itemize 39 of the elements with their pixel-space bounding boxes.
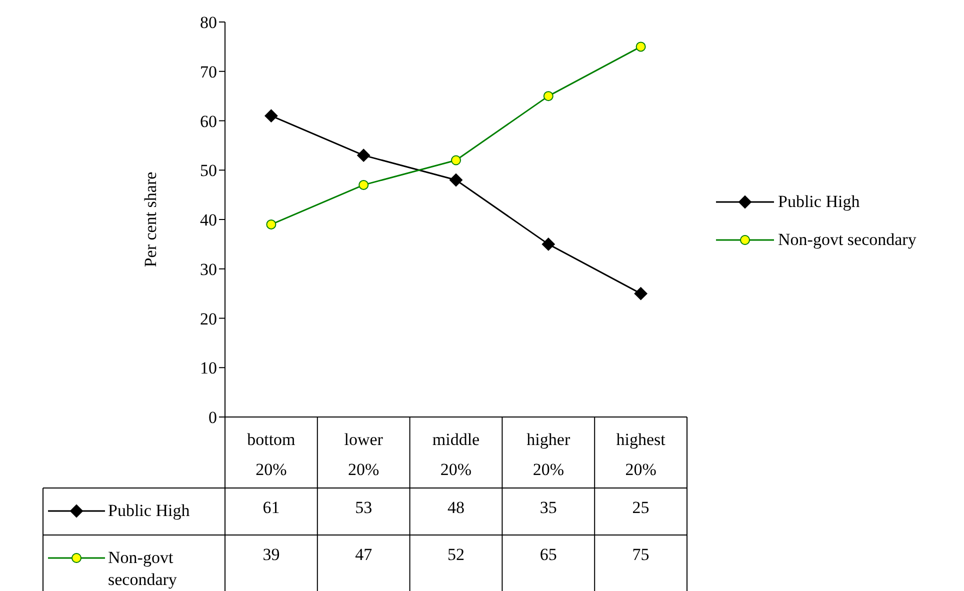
- point: [264, 109, 278, 122]
- data-label: 53: [354, 498, 374, 518]
- x-tick-label: bottom 20%: [247, 430, 296, 479]
- y-tick-label: 50: [200, 161, 217, 180]
- y-tick-label: 60: [200, 112, 217, 131]
- data-label: 39: [262, 545, 281, 565]
- data-label: 47: [354, 545, 374, 565]
- data-label: 65: [538, 545, 558, 565]
- y-axis-title: Per cent share: [141, 172, 160, 268]
- point: [542, 238, 555, 251]
- y-tick-label: 80: [200, 13, 217, 32]
- y-tick-label: 30: [200, 260, 217, 279]
- data-label: 35: [538, 498, 558, 518]
- y-tick-label: 40: [200, 210, 217, 230]
- text: Public High: [108, 501, 190, 520]
- x-tick-label: lower 20%: [344, 430, 384, 479]
- point: [450, 174, 462, 186]
- point: [357, 148, 370, 162]
- x-tick-label: higher 20%: [526, 430, 570, 479]
- legend-label: Public High: [778, 192, 860, 212]
- data-label: 75: [631, 545, 650, 565]
- x-tick-label: highest 20%: [616, 430, 666, 479]
- x-tick-label: middle 20%: [432, 430, 480, 479]
- point: [451, 155, 461, 166]
- y-tick-label: 0: [208, 408, 217, 428]
- data-label: 52: [446, 545, 466, 565]
- data-label: 25: [631, 498, 650, 518]
- y-tick-label: 10: [200, 358, 217, 378]
- data-label: 48: [446, 498, 466, 518]
- point: [358, 180, 369, 190]
- point: [266, 219, 276, 230]
- y-tick-label: 70: [200, 62, 217, 82]
- legend-label: Non-govt secondary: [778, 230, 916, 250]
- point: [543, 91, 554, 102]
- data-label: 61: [262, 498, 281, 518]
- text: Non-govt secondary: [108, 548, 177, 589]
- point: [636, 42, 646, 52]
- y-tick-label: 20: [200, 309, 217, 328]
- point: [634, 287, 648, 300]
